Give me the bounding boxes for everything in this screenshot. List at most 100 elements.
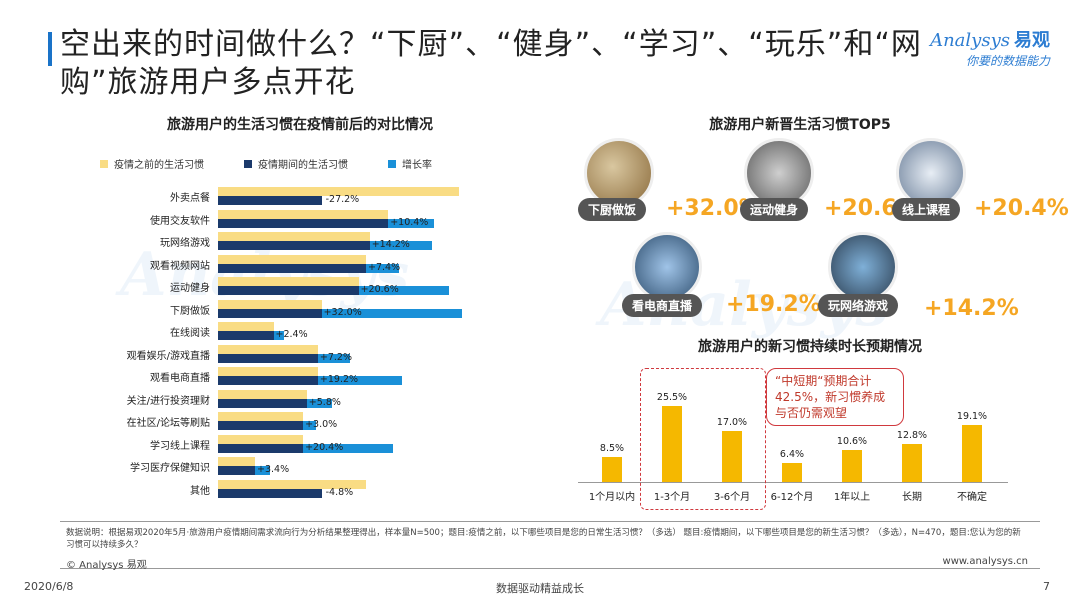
duration-category-label: 1-3个月 [653,492,691,503]
top5-item-mobilegame: 玩网络游戏 +14.2% [818,232,1019,322]
bar-growth [306,398,333,408]
bar-growth [317,353,350,363]
bar-before [218,277,359,286]
bar-before [218,187,459,196]
growth-label: +32.0% [323,306,362,318]
bar-during [218,308,322,318]
online-course-photo-icon [896,138,966,208]
bar-during [218,398,307,408]
legend-swatch-during [244,159,252,168]
bar-before [218,299,322,309]
growth-label: +7.4% [368,261,401,273]
duration-chart-title: 旅游用户的新习惯持续时长预期情况 [698,339,922,355]
bar-growth [303,421,317,430]
growth-label: +19.2% [319,374,359,385]
duration-callout: “中短期“预期合计42.5%，新习惯养成与否仍需观望 [766,368,904,426]
category-label: 学习医疗保健知识 [130,463,210,474]
top5-title: 旅游用户新晋生活习惯TOP5 [709,117,891,133]
category-label: 外卖点餐 [170,193,210,204]
bar-during [218,218,389,228]
legend-before: 疫情之前的生活习惯 [100,156,204,171]
duration-category-label: 1个月以内 [588,492,636,503]
live-stream-photo-icon [632,232,702,302]
category-label: 关注/进行投资理财 [126,395,210,407]
logo-text-cn: 易观 [1014,30,1050,51]
duration-category-label: 3-6个月 [713,492,751,503]
footer-copyright: © Analysys 易观 [66,560,147,571]
duration-value-label: 8.5% [599,442,625,454]
bar-growth [358,286,450,295]
category-label: 下厨做饭 [170,305,210,317]
duration-chart: 8.5% 1个月以内 25.5% 1-3个月 17.0% 3-6个月 6.4% 6-12个月 1… [578,360,1038,510]
top5-badge: 线上课程 [892,198,961,221]
logo-slogan: 你要的数据能力 [965,54,1050,68]
bar-growth [303,443,393,453]
category-label: 在线阅读 [170,328,210,339]
logo-text-en: Analysys [930,30,1010,51]
bar-during [218,286,359,295]
legend-label: 疫情之前的生活习惯 [114,160,204,171]
duration-value-label: 10.6% [836,436,868,448]
duration-bar [722,431,742,482]
bar-before [218,322,274,331]
legend-growth: 增长率 [388,156,432,171]
highlight-box [640,368,766,510]
footer-slogan: 数据驱动精益成长 [496,582,584,595]
bar-during [218,353,318,363]
bar-before [218,232,370,241]
bar-during [218,196,322,205]
duration-category-label: 长期 [902,492,922,503]
page-title: 空出来的时间做什么？“下厨”、“健身”、“学习”、“玩乐”和“网购”旅游用户多点… [60,27,922,100]
duration-bar [782,462,802,482]
legend-label: 增长率 [402,160,432,171]
growth-label: +7.2% [319,351,352,363]
duration-bar [602,456,622,482]
category-label: 观看电商直播 [150,373,210,384]
duration-bar [842,450,862,482]
category-label: 运动健身 [170,283,210,294]
footnote-divider [60,521,1040,522]
top5-badge: 下厨做饭 [578,198,647,221]
mobile-game-photo-icon [828,232,898,302]
growth-label: -27.2% [325,194,360,205]
duration-bar [962,424,982,482]
category-label: 使用交友软件 [150,215,210,227]
duration-value-label: 25.5% [656,391,688,403]
top5-badge: 看电商直播 [622,294,703,317]
legend-during: 疫情期间的生活习惯 [244,156,348,171]
left-chart-title: 旅游用户的生活习惯在疫情前后的对比情况 [167,117,433,133]
watermark: Analysys [120,240,410,310]
growth-label: +2.4% [275,329,308,340]
footer-divider [60,568,1040,569]
bar-growth [366,263,399,273]
category-label: 学习线上课程 [150,440,210,452]
left-chart-legend: 疫情之前的生活习惯 疫情期间的生活习惯 增长率 [100,156,432,171]
bar-growth [255,466,270,475]
category-label: 其他 [190,485,210,497]
bar-during [218,241,370,250]
top5-item-gym: 运动健身 +20.6% [740,138,919,228]
bar-before [218,209,389,219]
top5-badge: 运动健身 [740,198,809,221]
duration-category-label: 6-12个月 [770,492,814,503]
category-label: 观看娱乐/游戏直播 [126,350,210,362]
legend-swatch-growth [388,159,396,168]
footer-page-number: 7 [1043,580,1050,593]
bar-growth [369,241,433,250]
top5-item-course: 线上课程 +20.4% [892,138,1069,228]
bar-growth [388,218,434,228]
growth-label: +5.8% [308,396,341,408]
duration-bar [902,443,922,482]
category-label: 观看视频网站 [150,260,210,272]
bar-growth [273,331,285,340]
growth-label: +14.2% [371,239,410,250]
title-accent-bar [48,32,52,66]
top5-item-livestream: 看电商直播 +19.2% [622,232,821,322]
bar-during [218,376,318,385]
cooking-photo-icon [584,138,654,208]
bar-before [218,434,304,444]
top5-item-cooking: 下厨做饭 +32.0% [578,138,761,228]
growth-label: +10.4% [390,216,429,228]
bar-during [218,331,274,340]
bar-before [218,389,307,399]
